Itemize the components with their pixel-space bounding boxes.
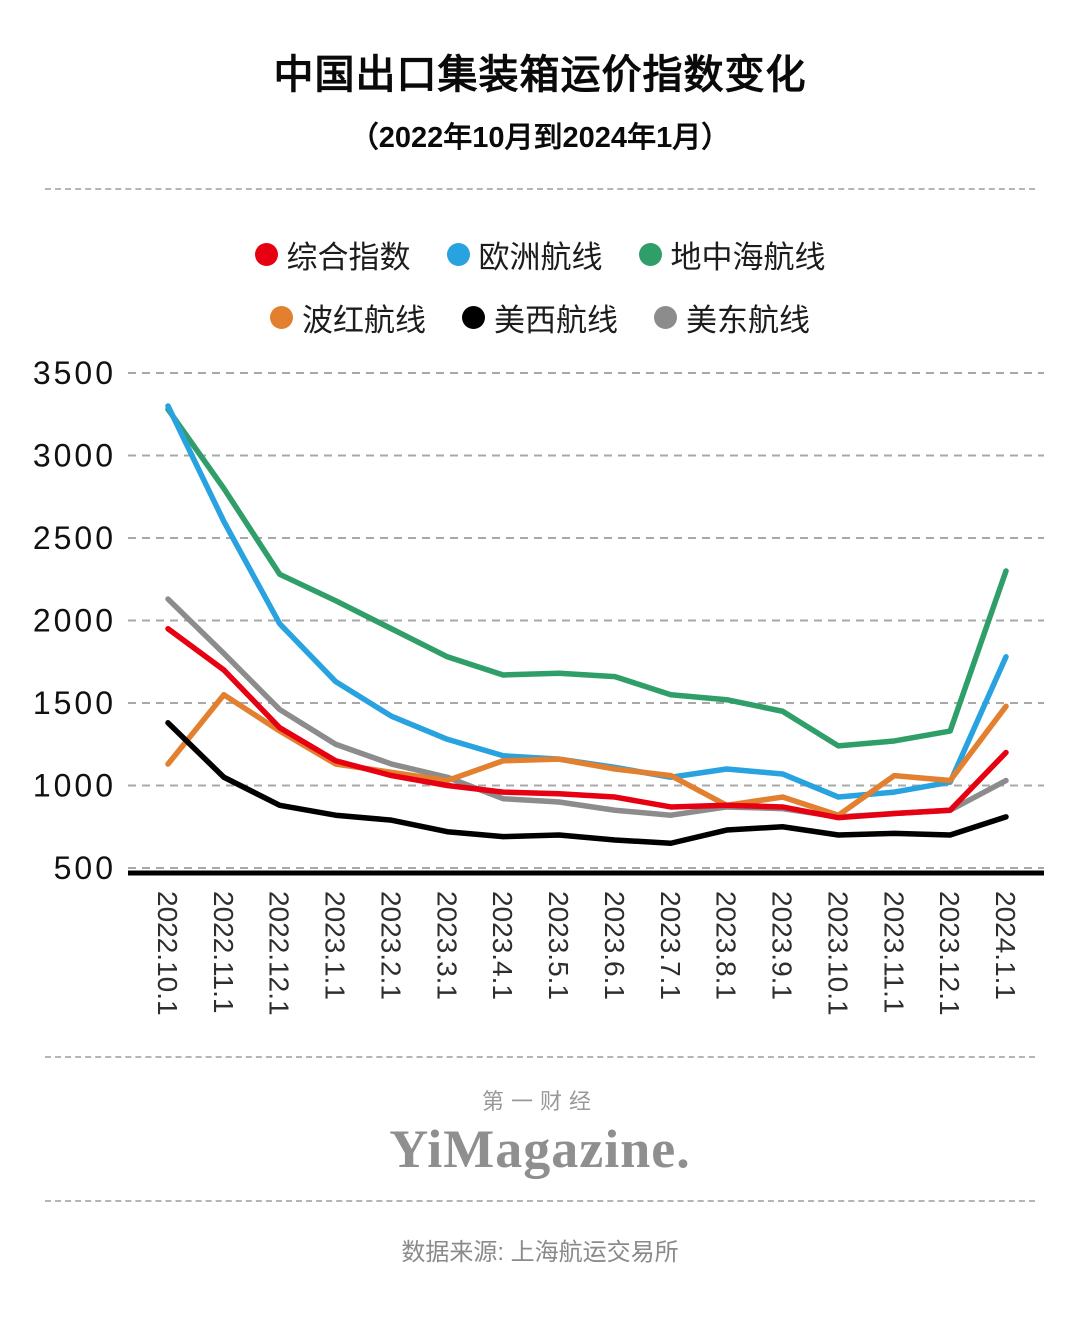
legend-dot-icon (462, 306, 485, 329)
legend-item-persian-red-sea: 波红航线 (270, 295, 426, 340)
x-axis-tick-label: 2023.9.1 (767, 891, 798, 1000)
x-axis-tick-label: 2023.7.1 (655, 891, 686, 1000)
series-line-0 (165, 626, 1009, 821)
legend-label: 美西航线 (494, 303, 618, 338)
legend-label: 波红航线 (302, 303, 426, 338)
legend-label: 美东航线 (686, 303, 810, 338)
legend-dot-icon (446, 243, 470, 266)
x-axis-tick-label: 2023.8.1 (711, 891, 742, 1000)
x-axis-tick-label: 2023.12.1 (934, 891, 965, 1016)
series-line-2 (165, 406, 1009, 749)
legend-label: 综合指数 (286, 240, 411, 275)
legend-item-us-west: 美西航线 (462, 295, 618, 340)
chart-legend: 综合指数 欧洲航线 地中海航线 波红航线 美西航线 美东航线 (0, 232, 1080, 340)
legend-label: 欧洲航线 (478, 240, 603, 275)
series-line-4 (165, 720, 1009, 846)
x-axis-tick-label: 2023.10.1 (822, 891, 853, 1016)
x-axis-tick-label: 2023.4.1 (487, 891, 518, 1000)
legend-item-us-east: 美东航线 (654, 295, 810, 340)
legend-item-composite: 综合指数 (254, 232, 411, 277)
legend-item-europe: 欧洲航线 (446, 232, 603, 277)
x-axis-tick-label: 2024.1.1 (990, 891, 1021, 1000)
legend-dot-icon (638, 243, 662, 266)
legend-dot-icon (270, 306, 293, 329)
y-axis-tick-label: 3000 (33, 438, 116, 474)
x-axis-tick-label: 2023.2.1 (375, 891, 406, 1000)
y-axis-tick-label: 2000 (33, 603, 116, 639)
series-line-3 (165, 692, 1009, 818)
brand-chinese: 第一财经 (481, 1089, 598, 1114)
legend-label: 地中海航线 (670, 240, 826, 275)
x-axis-tick-label: 2022.10.1 (152, 891, 183, 1016)
x-axis-tick-label: 2022.12.1 (264, 891, 295, 1016)
legend-row-1: 综合指数 欧洲航线 地中海航线 (254, 232, 826, 277)
legend-item-mediterranean: 地中海航线 (638, 232, 826, 277)
divider-middle (45, 1056, 1035, 1058)
x-axis-tick-label: 2023.6.1 (599, 891, 630, 1000)
y-axis-tick-label: 1000 (33, 768, 116, 804)
legend-dot-icon (654, 306, 677, 329)
y-axis-tick-label: 500 (54, 850, 116, 886)
divider-top (45, 188, 1035, 190)
infographic-page: 中国出口集装箱运价指数变化 （2022年10月到2024年1月） 综合指数 欧洲… (0, 42, 1080, 1343)
y-axis-tick-label: 3500 (33, 355, 116, 391)
page-subtitle: （2022年10月到2024年1月） (349, 122, 731, 154)
page-title: 中国出口集装箱运价指数变化 (273, 53, 807, 97)
x-axis-tick-label: 2023.11.1 (878, 891, 909, 1014)
x-axis-tick-label: 2023.1.1 (320, 891, 351, 1000)
y-axis-tick-label: 2500 (33, 520, 116, 556)
x-axis-tick-label: 2023.3.1 (431, 891, 462, 1000)
x-axis-tick-label: 2022.11.1 (208, 891, 239, 1014)
freight-index-line-chart: 3500 3000 2500 2000 1500 1000 500 2022.10.1 2022… (33, 355, 1044, 1016)
legend-dot-icon (254, 243, 278, 266)
x-axis-tick-label: 2023.5.1 (543, 891, 574, 1000)
data-source-note: 数据来源: 上海航运交易所 (401, 1239, 679, 1266)
legend-row-2: 波红航线 美西航线 美东航线 (270, 295, 810, 340)
divider-bottom (45, 1200, 1035, 1202)
brand-logo: YiMagazine. (389, 1119, 691, 1179)
y-axis-tick-label: 1500 (33, 685, 116, 721)
